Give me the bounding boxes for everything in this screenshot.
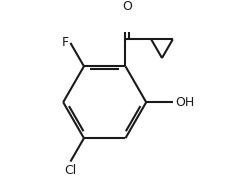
Text: O: O [122,0,131,13]
Text: F: F [61,36,68,49]
Text: OH: OH [174,96,193,109]
Text: Cl: Cl [64,164,76,177]
